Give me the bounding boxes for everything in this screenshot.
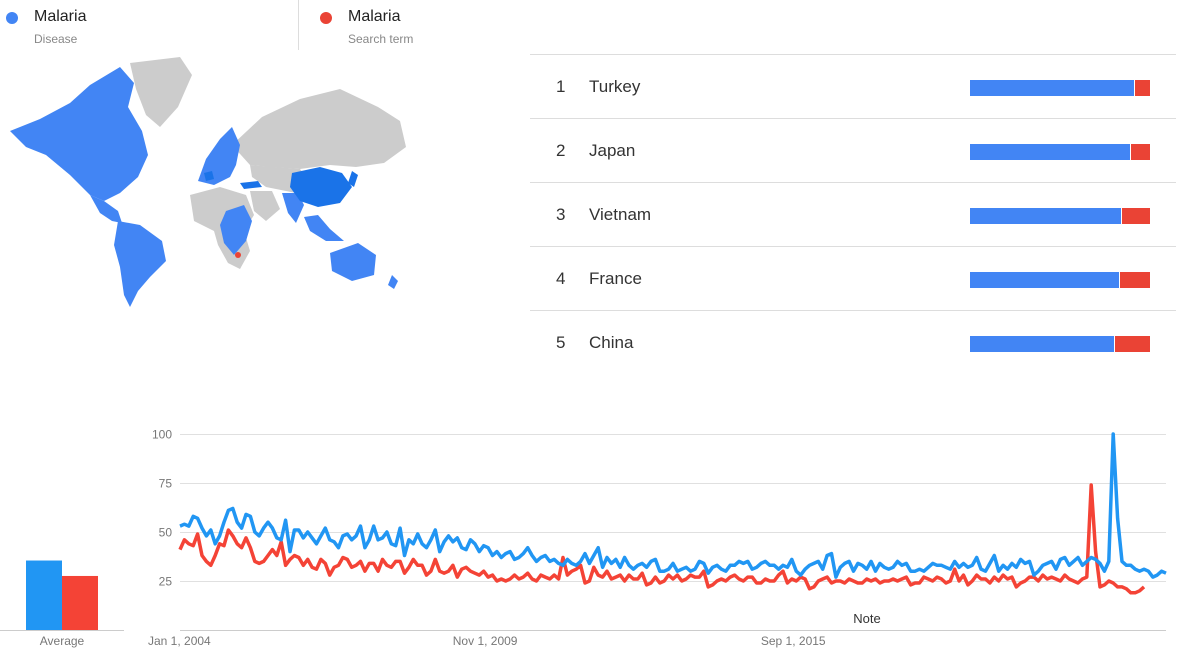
y-tick-label: 75 — [159, 477, 173, 491]
australia-shape — [330, 243, 376, 281]
rank-number: 3 — [556, 205, 566, 224]
comparison-bar-red — [1135, 80, 1150, 96]
legend-type: Disease — [34, 32, 78, 46]
comparison-bar-red — [1115, 336, 1150, 352]
comparison-bar-red — [1131, 144, 1150, 160]
x-tick-label: Sep 1, 2015 — [761, 634, 826, 648]
y-tick-label: 50 — [159, 526, 173, 540]
comparison-bar-blue — [970, 272, 1119, 288]
middle-east-shape — [250, 191, 280, 221]
comparison-bar — [970, 80, 1150, 96]
comparison-bar-blue — [970, 144, 1130, 160]
europe-shape — [198, 127, 240, 185]
comparison-bar-red — [1122, 208, 1150, 224]
rank-number: 5 — [556, 333, 566, 352]
south-america-shape — [114, 221, 166, 307]
comparison-bar-blue — [970, 208, 1121, 224]
france-shape — [204, 171, 214, 181]
average-bar-disease — [26, 560, 62, 630]
red-country-dot — [235, 252, 241, 258]
rank-number: 4 — [556, 269, 566, 288]
turkey-shape — [240, 181, 262, 189]
comparison-bar — [970, 272, 1150, 288]
legend-dot-blue — [6, 12, 18, 24]
interest-over-time-chart[interactable]: 25 50 75 100 Jan 1, 2004 Nov 1, 2009 Sep 1, 20… — [130, 420, 1176, 661]
new-zealand-shape — [388, 275, 398, 289]
x-tick-label: Jan 1, 2004 — [148, 634, 211, 648]
average-panel: Average — [0, 420, 124, 661]
region-name: China — [589, 333, 634, 352]
legend-name: Malaria — [34, 8, 87, 25]
comparison-bar-blue — [970, 336, 1114, 352]
russia-shape — [232, 89, 406, 169]
map-highlighted-dark — [204, 167, 358, 207]
region-ranking-list: 1 Turkey 2 Japan 3 Vietnam 4 France 5 Ch… — [530, 54, 1176, 374]
japan-shape — [348, 171, 358, 187]
series-line-disease — [179, 432, 1167, 579]
map-land — [130, 57, 406, 269]
north-america-shape — [10, 67, 148, 201]
region-name: Japan — [589, 141, 636, 160]
y-tick-label: 100 — [152, 428, 172, 442]
comparison-bar-blue — [970, 80, 1134, 96]
average-label: Average — [39, 634, 85, 648]
comparison-bar — [970, 144, 1150, 160]
ranking-row[interactable]: 5 China — [530, 310, 1176, 374]
x-tick-label: Nov 1, 2009 — [453, 634, 518, 648]
series-line-search-term — [178, 483, 1146, 595]
china-shape — [290, 167, 352, 207]
legend-dot-red — [320, 12, 332, 24]
y-tick-label: 25 — [159, 575, 173, 589]
region-name: Vietnam — [589, 205, 652, 224]
chart-annotation[interactable]: Note — [853, 611, 880, 626]
legend-item-disease[interactable]: Malaria Disease — [6, 6, 286, 48]
region-name: France — [589, 269, 642, 288]
average-bar-search-term — [62, 575, 98, 630]
comparison-bar — [970, 208, 1150, 224]
legend-divider — [298, 0, 299, 50]
legend-item-search-term[interactable]: Malaria Search term — [320, 6, 520, 48]
legend-name: Malaria — [348, 8, 401, 25]
southeast-asia-shape — [304, 215, 344, 241]
comparison-bar-red — [1120, 272, 1150, 288]
world-map[interactable] — [0, 55, 420, 310]
ranking-row[interactable]: 2 Japan — [530, 118, 1176, 182]
rank-number: 2 — [556, 141, 566, 160]
ranking-row[interactable]: 1 Turkey — [530, 54, 1176, 118]
map-highlighted — [10, 67, 398, 307]
ranking-row[interactable]: 3 Vietnam — [530, 182, 1176, 246]
comparison-bar — [970, 336, 1150, 352]
legend-type: Search term — [348, 32, 414, 46]
average-bars — [0, 560, 124, 631]
rank-number: 1 — [556, 77, 566, 96]
central-america-shape — [90, 195, 122, 223]
india-shape — [282, 193, 304, 223]
africa-blue-shape — [220, 205, 252, 255]
region-name: Turkey — [589, 77, 641, 96]
greenland-shape — [130, 57, 192, 127]
ranking-row[interactable]: 4 France — [530, 246, 1176, 310]
